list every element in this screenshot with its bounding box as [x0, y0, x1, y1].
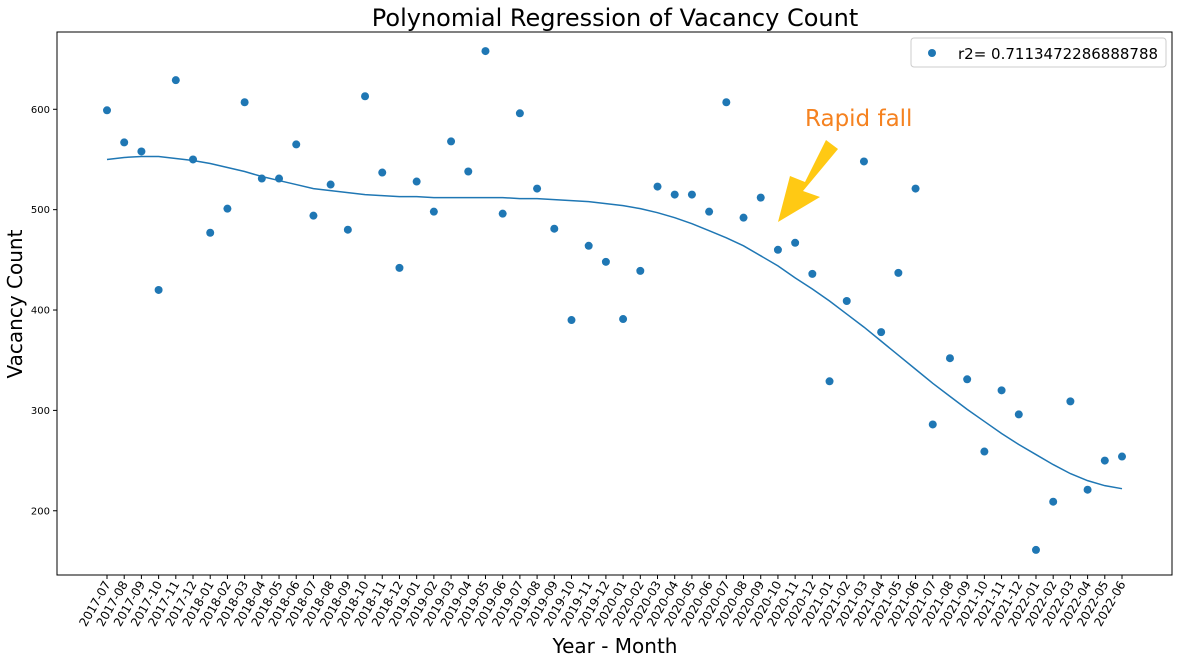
data-point [1083, 485, 1092, 494]
data-point [601, 257, 610, 266]
data-point [223, 204, 232, 213]
data-point [412, 177, 421, 186]
annotation: Rapid fall [778, 106, 912, 222]
data-point [567, 316, 576, 325]
data-point [550, 224, 559, 233]
data-point [842, 296, 851, 305]
data-point [670, 190, 679, 199]
data-point [1049, 497, 1058, 506]
data-point [739, 213, 748, 222]
legend-label: r2= 0.7113472286888788 [958, 45, 1158, 63]
data-point [859, 157, 868, 166]
data-point [636, 266, 645, 275]
data-point [343, 225, 352, 234]
data-point [877, 328, 886, 337]
plot-frame [56, 31, 1173, 576]
y-tick-label: 300 [31, 406, 50, 417]
y-tick-label: 400 [31, 306, 50, 317]
data-point [584, 241, 593, 250]
x-axis-label: Year - Month [552, 634, 678, 658]
data-point [705, 207, 714, 216]
data-point [395, 263, 404, 272]
data-point [275, 174, 284, 183]
y-axis-ticks: 200 300 400 500 600 [31, 105, 57, 517]
data-point [378, 168, 387, 177]
data-point [498, 209, 507, 218]
data-point [911, 184, 920, 193]
data-point [963, 375, 972, 384]
y-axis-label: Vacancy Count [3, 229, 27, 378]
data-point [292, 140, 301, 149]
y-tick-label: 600 [31, 105, 50, 116]
legend: r2= 0.7113472286888788 [910, 37, 1167, 68]
data-point [326, 180, 335, 189]
data-point [447, 137, 456, 146]
data-point [894, 268, 903, 277]
data-point [533, 184, 542, 193]
data-point [756, 193, 765, 202]
data-point [154, 285, 163, 294]
data-point [137, 147, 146, 156]
data-point [808, 269, 817, 278]
y-tick-label: 500 [31, 205, 50, 216]
data-point [928, 420, 937, 429]
data-point [945, 354, 954, 363]
annotation-arrow [778, 140, 838, 222]
data-point [206, 228, 215, 237]
data-point [619, 315, 628, 324]
data-point [1100, 456, 1109, 465]
data-point [464, 167, 473, 176]
y-tick-label: 200 [31, 506, 50, 517]
scatter-points [103, 47, 1126, 554]
data-point [1014, 410, 1023, 419]
data-point [171, 76, 180, 85]
data-point [722, 98, 731, 107]
data-point [189, 155, 198, 164]
data-point [515, 109, 524, 118]
data-point [1066, 397, 1075, 406]
legend-box [910, 37, 1167, 68]
x-axis-ticks: 2017-072017-082017-092017-102017-112017-… [76, 575, 1129, 629]
data-point [653, 182, 662, 191]
chart-title: Polynomial Regression of Vacancy Count [372, 4, 858, 32]
data-point [309, 211, 318, 220]
data-point [997, 386, 1006, 395]
legend-marker [928, 49, 936, 57]
data-point [1031, 545, 1040, 554]
data-point [773, 245, 782, 254]
annotation-text: Rapid fall [805, 106, 912, 132]
data-point [980, 447, 989, 456]
data-point [481, 47, 490, 56]
regression-curve [106, 155, 1123, 490]
data-point [1118, 452, 1126, 461]
data-point [791, 238, 800, 247]
data-point [120, 138, 129, 147]
data-point [240, 98, 249, 107]
data-point [429, 207, 438, 216]
data-point [687, 190, 696, 199]
data-point [257, 174, 266, 183]
data-point [825, 377, 834, 386]
data-point [103, 106, 111, 115]
data-point [361, 92, 370, 101]
